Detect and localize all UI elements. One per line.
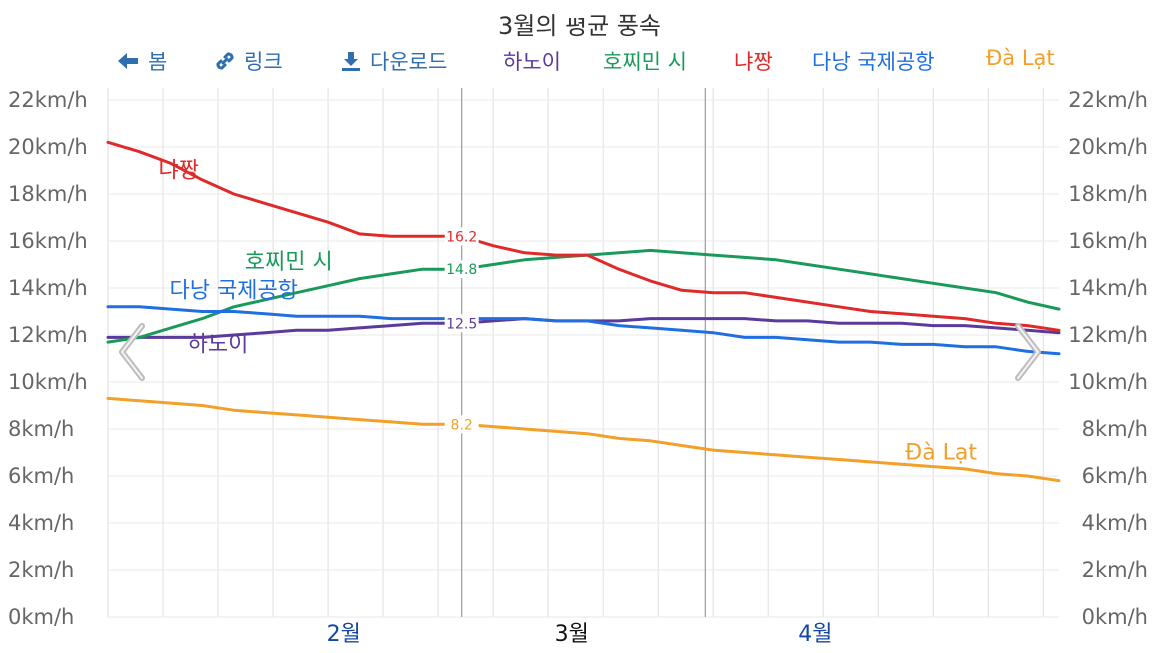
legend-item-hochiminh[interactable]: 호찌민 시 xyxy=(603,46,687,76)
link-label: 링크 xyxy=(244,50,283,74)
y-tick-label-right: 0km/h xyxy=(1082,605,1148,629)
download-label: 다운로드 xyxy=(370,50,448,74)
series-line xyxy=(106,305,1061,356)
point-label-bg xyxy=(554,0,589,18)
series-line xyxy=(106,396,1061,483)
y-tick-label-left: 0km/h xyxy=(8,605,74,629)
y-tick-label-left: 22km/h xyxy=(8,88,88,112)
back-button[interactable]: 봄 xyxy=(116,46,167,76)
month-label: 3월 xyxy=(555,622,589,647)
y-tick-label-right: 6km/h xyxy=(1082,464,1148,488)
point-label: 12.5 xyxy=(446,316,477,332)
download-button[interactable]: 다운로드 xyxy=(340,46,447,76)
y-tick-label-left: 10km/h xyxy=(8,370,88,394)
legend-toolbar: 봄 링크 다운로드 하노이 호찌민 시 냐짱 다낭 국제공항 Đà Lạt xyxy=(0,46,1159,78)
y-tick-label-left: 12km/h xyxy=(8,323,88,347)
back-label: 봄 xyxy=(148,50,168,74)
series-line xyxy=(106,140,1061,332)
legend-item-hanoi[interactable]: 하노이 xyxy=(503,46,561,76)
y-tick-label-right: 4km/h xyxy=(1082,511,1148,535)
point-label: 16.2 xyxy=(446,229,477,245)
y-tick-label-left: 20km/h xyxy=(8,135,88,159)
series-annotation: 하노이 xyxy=(188,332,249,357)
y-tick-label-right: 16km/h xyxy=(1068,229,1148,253)
link-button[interactable]: 링크 xyxy=(214,46,283,76)
legend-item-dalat[interactable]: Đà Lạt xyxy=(986,46,1055,70)
y-tick-label-left: 18km/h xyxy=(8,182,88,206)
series-annotation: 다낭 국제공항 xyxy=(170,278,298,303)
series-annotation: 냐짱 xyxy=(158,159,198,184)
point-label-bg xyxy=(444,415,479,434)
legend-item-nhatrang[interactable]: 냐짱 xyxy=(734,46,773,76)
legend-label: 하노이 xyxy=(503,50,561,74)
point-label-bg xyxy=(444,227,479,246)
download-icon xyxy=(342,52,360,71)
link-icon xyxy=(216,52,234,70)
y-tick-label-left: 4km/h xyxy=(8,511,74,535)
y-tick-label-left: 2km/h xyxy=(8,558,74,582)
chevron-right-icon[interactable] xyxy=(1010,322,1046,382)
point-label: 7.0 xyxy=(694,0,716,4)
legend-item-danang[interactable]: 다낭 국제공항 xyxy=(812,46,935,76)
series-annotation: Đà Lạt xyxy=(905,441,977,466)
point-label: 7.8 xyxy=(561,0,583,4)
point-label-bg xyxy=(444,260,479,279)
y-tick-label-right: 12km/h xyxy=(1068,323,1148,347)
arrow-left-icon xyxy=(118,53,138,69)
legend-label: 다낭 국제공항 xyxy=(812,50,935,74)
y-tick-label-right: 10km/h xyxy=(1068,370,1148,394)
y-tick-label-left: 16km/h xyxy=(8,229,88,253)
legend-label: 냐짱 xyxy=(734,50,773,74)
y-tick-label-right: 14km/h xyxy=(1068,276,1148,300)
y-tick-label-left: 14km/h xyxy=(8,276,88,300)
month-label: 4월 xyxy=(798,622,832,647)
legend-label: 호찌민 시 xyxy=(603,50,687,74)
y-tick-label-left: 8km/h xyxy=(8,417,74,441)
y-tick-label-right: 2km/h xyxy=(1082,558,1148,582)
y-tick-label-right: 22km/h xyxy=(1068,88,1148,112)
series-annotation: 호찌민 시 xyxy=(245,250,333,275)
point-label-bg xyxy=(688,0,723,18)
legend-label: Đà Lạt xyxy=(986,46,1055,70)
y-tick-label-right: 8km/h xyxy=(1082,417,1148,441)
point-label-bg xyxy=(444,314,479,333)
point-label: 14.8 xyxy=(446,262,477,278)
chevron-left-icon[interactable] xyxy=(114,322,150,382)
y-tick-label-right: 18km/h xyxy=(1068,182,1148,206)
y-tick-label-right: 20km/h xyxy=(1068,135,1148,159)
month-label: 2월 xyxy=(327,622,361,647)
point-label: 8.2 xyxy=(451,417,473,433)
y-tick-label-left: 6km/h xyxy=(8,464,74,488)
